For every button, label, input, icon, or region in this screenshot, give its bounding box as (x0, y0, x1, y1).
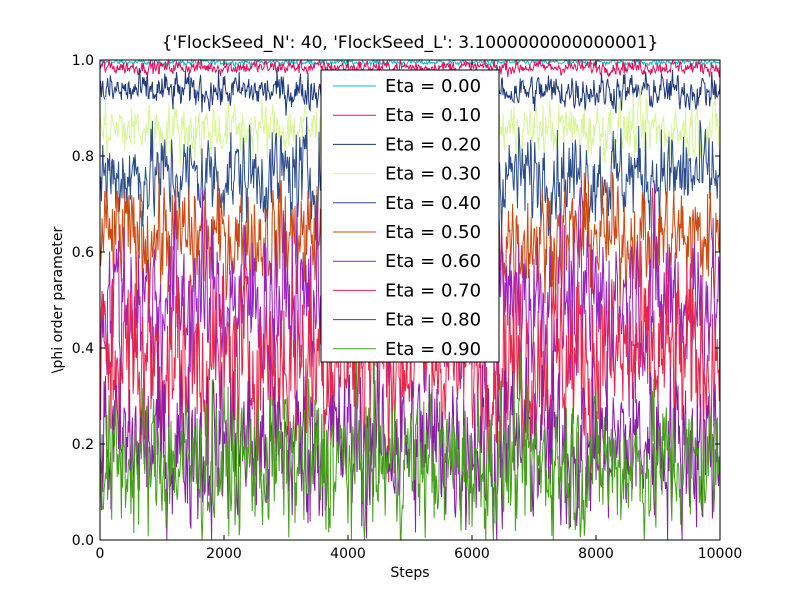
series-line-9 (99, 351, 721, 542)
x-tick-label: 6000 (454, 546, 490, 562)
legend: Eta = 0.00 Eta = 0.10 Eta = 0.20 Eta = 0.30… (320, 69, 500, 363)
y-tick-label: 0.2 (72, 437, 94, 453)
legend-label-6: Eta = 0.60 (385, 251, 481, 272)
y-tick-label: 0.6 (72, 245, 94, 261)
legend-label-0: Eta = 0.00 (385, 76, 481, 97)
legend-label-9: Eta = 0.90 (385, 339, 481, 360)
legend-label-1: Eta = 0.10 (385, 105, 481, 126)
legend-label-3: Eta = 0.30 (385, 164, 481, 185)
x-axis-label: Steps (390, 565, 429, 581)
y-tick-label: 0.8 (72, 149, 94, 165)
legend-label-8: Eta = 0.80 (385, 310, 481, 331)
y-axis-label: \phi order parameter (50, 227, 66, 374)
plot-frame (99, 59, 721, 541)
legend-label-2: Eta = 0.20 (385, 134, 481, 155)
x-tick-label: 2000 (206, 546, 242, 562)
x-tick-label: 8000 (578, 546, 614, 562)
y-tick-label: 0.0 (72, 533, 94, 549)
x-tick-label: 0 (96, 546, 105, 562)
legend-label-5: Eta = 0.50 (385, 222, 481, 243)
x-tick-label: 10000 (698, 546, 743, 562)
y-tick-label: 1.0 (72, 53, 94, 69)
y-tick-label: 0.4 (72, 341, 94, 357)
series-line-1 (99, 58, 721, 79)
legend-label-4: Eta = 0.40 (385, 193, 481, 214)
x-tick-label: 4000 (330, 546, 366, 562)
legend-label-7: Eta = 0.70 (385, 280, 481, 301)
ticks-layer: 0 2000 4000 6000 8000 10000 0.0 0.2 0.4 0.6 0.8 1.0 (72, 53, 743, 562)
chart-title: {'FlockSeed_N': 40, 'FlockSeed_L': 3.100… (162, 33, 659, 53)
legend-box (320, 69, 500, 363)
series-line-7 (99, 241, 721, 487)
